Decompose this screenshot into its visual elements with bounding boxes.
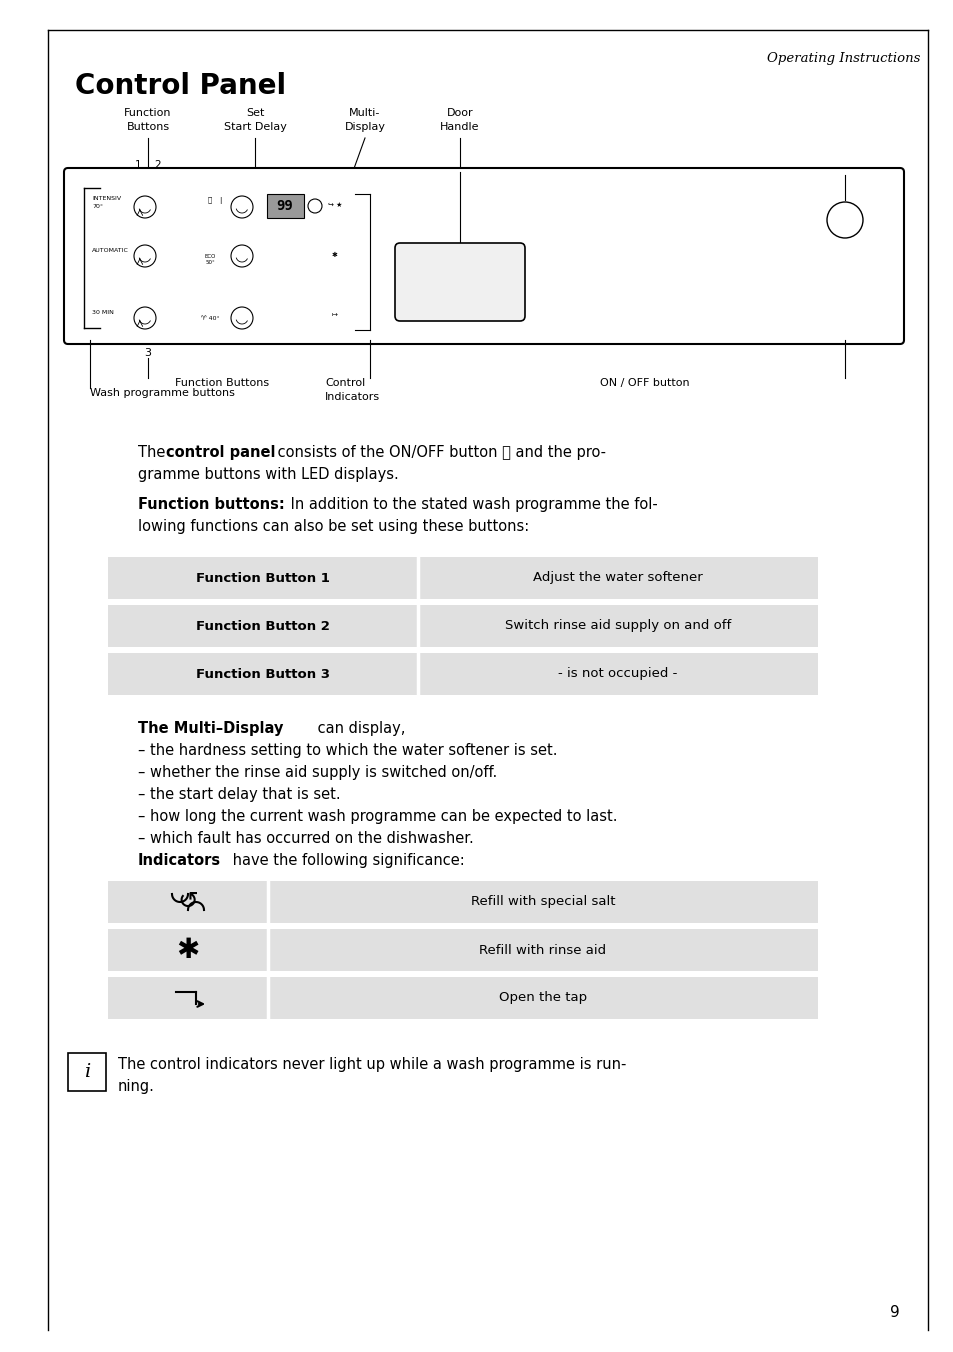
Text: Adjust the water softener: Adjust the water softener (533, 572, 702, 584)
FancyBboxPatch shape (267, 193, 304, 218)
Text: 70°: 70° (91, 204, 103, 210)
Text: Multi-: Multi- (349, 108, 380, 118)
Text: The: The (138, 445, 170, 460)
Text: |: | (218, 196, 221, 204)
Text: ↺: ↺ (177, 890, 198, 914)
Text: have the following significance:: have the following significance: (228, 853, 464, 868)
Text: ✱: ✱ (176, 936, 199, 964)
Text: Open the tap: Open the tap (498, 991, 586, 1005)
Bar (108, 653, 817, 695)
Text: – which fault has occurred on the dishwasher.: – which fault has occurred on the dishwa… (138, 831, 474, 846)
Text: Door: Door (446, 108, 473, 118)
Text: ⏻: ⏻ (208, 196, 212, 203)
Text: Indicators: Indicators (325, 392, 379, 402)
Text: 50°: 50° (205, 261, 214, 265)
Text: The Multi–Display: The Multi–Display (138, 721, 283, 735)
Text: 3: 3 (144, 347, 152, 358)
Text: Function: Function (124, 108, 172, 118)
Text: Display: Display (344, 122, 385, 132)
Bar (68, 1053, 106, 1091)
Text: Set: Set (246, 108, 264, 118)
Text: ECO: ECO (204, 254, 215, 258)
Text: consists of the ON/OFF button ⓘ and the pro-: consists of the ON/OFF button ⓘ and the … (273, 445, 605, 460)
Text: – the hardness setting to which the water softener is set.: – the hardness setting to which the wate… (138, 744, 557, 758)
Text: In addition to the stated wash programme the fol-: In addition to the stated wash programme… (286, 498, 657, 512)
Text: 2: 2 (154, 160, 161, 170)
Text: - is not occupied -: - is not occupied - (558, 668, 677, 680)
Text: Start Delay: Start Delay (223, 122, 286, 132)
Text: control panel: control panel (166, 445, 275, 460)
Text: Buttons: Buttons (127, 122, 170, 132)
Text: Function buttons:: Function buttons: (138, 498, 284, 512)
Text: 99: 99 (276, 199, 294, 214)
Text: ning.: ning. (118, 1079, 154, 1094)
Bar (108, 929, 817, 971)
Text: Switch rinse aid supply on and off: Switch rinse aid supply on and off (504, 619, 730, 633)
Text: ↦: ↦ (332, 312, 337, 318)
Text: INTENSIV: INTENSIV (91, 196, 121, 201)
Text: Function Button 2: Function Button 2 (196, 619, 330, 633)
Bar (108, 557, 817, 599)
Text: 9: 9 (889, 1305, 899, 1320)
FancyBboxPatch shape (395, 243, 524, 320)
Bar (108, 604, 817, 648)
Text: ✱: ✱ (332, 251, 337, 258)
Text: Operating Instructions: Operating Instructions (766, 51, 919, 65)
Text: – how long the current wash programme can be expected to last.: – how long the current wash programme ca… (138, 808, 617, 823)
Text: Control Panel: Control Panel (75, 72, 286, 100)
Text: 30 MIN: 30 MIN (91, 310, 113, 315)
FancyBboxPatch shape (64, 168, 903, 343)
Text: can display,: can display, (313, 721, 405, 735)
Text: Indicators: Indicators (138, 853, 221, 868)
Text: – the start delay that is set.: – the start delay that is set. (138, 787, 340, 802)
Text: i: i (84, 1063, 90, 1082)
Text: Control: Control (325, 379, 365, 388)
Text: Refill with special salt: Refill with special salt (470, 895, 615, 909)
Text: The control indicators never light up while a wash programme is run-: The control indicators never light up wh… (118, 1057, 626, 1072)
Bar (108, 882, 817, 923)
Text: Wash programme buttons: Wash programme buttons (90, 388, 234, 397)
Text: Function Button 1: Function Button 1 (196, 572, 330, 584)
Text: Handle: Handle (439, 122, 479, 132)
Text: gramme buttons with LED displays.: gramme buttons with LED displays. (138, 466, 398, 483)
Text: Refill with rinse aid: Refill with rinse aid (479, 944, 606, 956)
Bar (108, 977, 817, 1019)
Text: – whether the rinse aid supply is switched on/off.: – whether the rinse aid supply is switch… (138, 765, 497, 780)
Text: ON / OFF button: ON / OFF button (599, 379, 689, 388)
Text: 1: 1 (134, 160, 141, 170)
Text: Function Button 3: Function Button 3 (195, 668, 330, 680)
Text: lowing functions can also be set using these buttons:: lowing functions can also be set using t… (138, 519, 529, 534)
Text: ♈ 40°: ♈ 40° (200, 315, 219, 320)
Text: Function Buttons: Function Buttons (174, 379, 269, 388)
Text: AUTOMATIC: AUTOMATIC (91, 247, 129, 253)
Text: ↪ ★: ↪ ★ (328, 201, 342, 208)
